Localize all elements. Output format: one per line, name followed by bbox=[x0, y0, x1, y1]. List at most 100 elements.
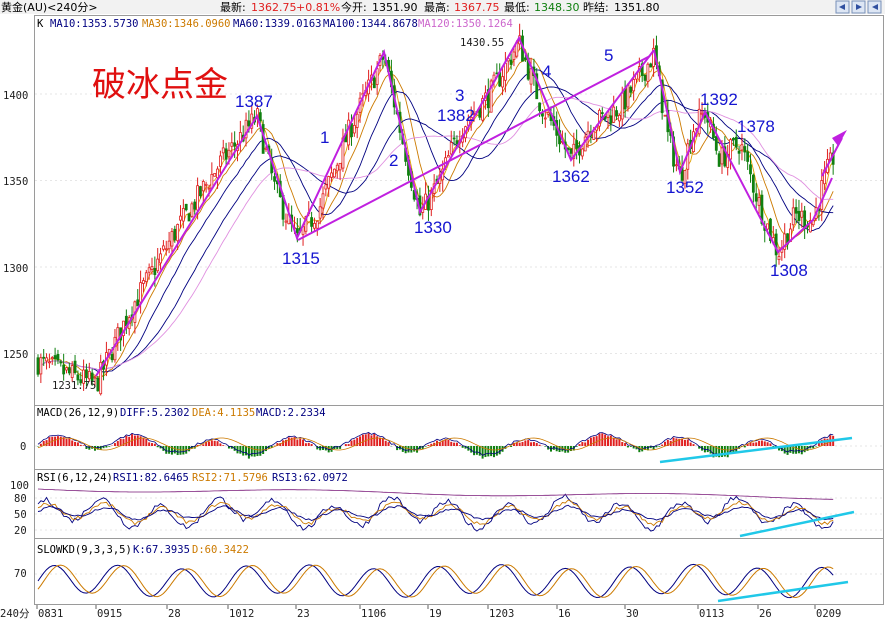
candle-body bbox=[620, 92, 624, 120]
candle bbox=[612, 95, 616, 124]
candle bbox=[643, 74, 647, 87]
macd-value: MACD:2.2334 bbox=[256, 407, 326, 419]
candle bbox=[310, 211, 314, 234]
candle-body bbox=[452, 137, 456, 140]
candle bbox=[646, 62, 650, 88]
high-label: 最高: bbox=[424, 0, 450, 14]
x-tick-label: 28 bbox=[168, 608, 181, 620]
candle-body bbox=[535, 73, 539, 100]
y-tick-1350: 1350 bbox=[3, 176, 28, 188]
candle bbox=[159, 247, 162, 270]
candle bbox=[90, 368, 94, 386]
candle bbox=[609, 107, 613, 132]
candle bbox=[173, 225, 177, 243]
candle-body bbox=[723, 146, 727, 167]
candle bbox=[230, 132, 234, 159]
candle bbox=[150, 257, 154, 275]
candle-body bbox=[338, 162, 342, 171]
candle bbox=[743, 138, 747, 162]
candle-body bbox=[190, 203, 194, 217]
candle bbox=[244, 112, 248, 147]
candle bbox=[575, 129, 579, 160]
candle-body bbox=[216, 168, 219, 179]
ma100-legend: MA100:1344.8678 bbox=[323, 18, 418, 30]
candle bbox=[324, 176, 328, 197]
candle bbox=[341, 128, 345, 172]
candle bbox=[284, 213, 288, 230]
watermark-text: 破冰点金 bbox=[92, 65, 228, 105]
candle bbox=[82, 359, 85, 391]
wave-label-1: 1 bbox=[320, 128, 329, 147]
candle bbox=[732, 137, 735, 146]
candle bbox=[313, 217, 316, 231]
candle-body bbox=[663, 114, 667, 117]
nav-left-button[interactable] bbox=[835, 0, 850, 14]
candle-body bbox=[39, 357, 43, 375]
candle bbox=[76, 370, 80, 386]
candle-body bbox=[800, 210, 804, 218]
candle bbox=[161, 240, 165, 252]
candle-body bbox=[455, 140, 459, 145]
low-value: 1348.30 bbox=[534, 1, 580, 14]
candle bbox=[190, 201, 194, 218]
rsi1-line bbox=[37, 493, 834, 532]
candle-body bbox=[327, 176, 331, 189]
candle bbox=[53, 347, 57, 366]
candle bbox=[144, 269, 148, 287]
wave-path-main bbox=[95, 35, 655, 377]
candle-body bbox=[640, 63, 644, 76]
wave-label-5: 5 bbox=[604, 46, 613, 65]
candle-body bbox=[156, 258, 160, 272]
candle bbox=[321, 186, 325, 220]
candle bbox=[315, 220, 319, 236]
macd-y-tick-0: 0 bbox=[20, 441, 26, 453]
candle bbox=[201, 179, 205, 203]
candle bbox=[181, 199, 185, 229]
candle bbox=[167, 231, 171, 254]
rsi-y-tick-50: 50 bbox=[14, 509, 27, 521]
candle bbox=[330, 166, 333, 182]
candle-body bbox=[623, 88, 627, 110]
candle-body bbox=[489, 80, 493, 113]
nav-back-button[interactable] bbox=[867, 0, 882, 14]
price-label-1382: 1382 bbox=[437, 106, 475, 125]
candle bbox=[213, 173, 217, 177]
x-tick-label: 16 bbox=[558, 608, 571, 620]
candle bbox=[48, 353, 51, 369]
wave-path-second bbox=[653, 49, 833, 254]
rsi3-value: RSI3:62.0972 bbox=[272, 472, 348, 484]
back-icon bbox=[872, 4, 878, 10]
wave-label-4: 4 bbox=[542, 62, 551, 81]
candle bbox=[70, 361, 74, 382]
kd-panel bbox=[34, 538, 884, 605]
x-tick-label: 23 bbox=[297, 608, 310, 620]
y-tick-1400: 1400 bbox=[3, 90, 28, 102]
candle bbox=[757, 189, 761, 216]
nav-right-button[interactable] bbox=[851, 0, 866, 14]
candle bbox=[65, 367, 68, 374]
candle-body bbox=[769, 218, 772, 241]
candle bbox=[139, 270, 143, 314]
ma60-line bbox=[37, 69, 834, 375]
candle bbox=[338, 162, 342, 180]
candle bbox=[170, 227, 174, 253]
candle-body bbox=[330, 172, 333, 178]
candle bbox=[56, 349, 60, 365]
candle bbox=[335, 162, 339, 179]
candle bbox=[823, 161, 826, 190]
candle bbox=[358, 92, 362, 123]
candle bbox=[372, 75, 376, 89]
candle bbox=[777, 246, 781, 265]
candle-body bbox=[609, 115, 613, 124]
candle bbox=[535, 68, 539, 100]
candle bbox=[42, 348, 46, 366]
candle-body bbox=[672, 136, 675, 167]
candle bbox=[663, 114, 667, 117]
kd-k-line bbox=[37, 563, 834, 599]
candle bbox=[683, 170, 687, 189]
candle bbox=[318, 198, 322, 225]
x-tick-label: 26 bbox=[759, 608, 772, 620]
candle-body bbox=[136, 299, 140, 307]
rsi-lines bbox=[37, 488, 834, 532]
candle-body bbox=[295, 228, 299, 234]
